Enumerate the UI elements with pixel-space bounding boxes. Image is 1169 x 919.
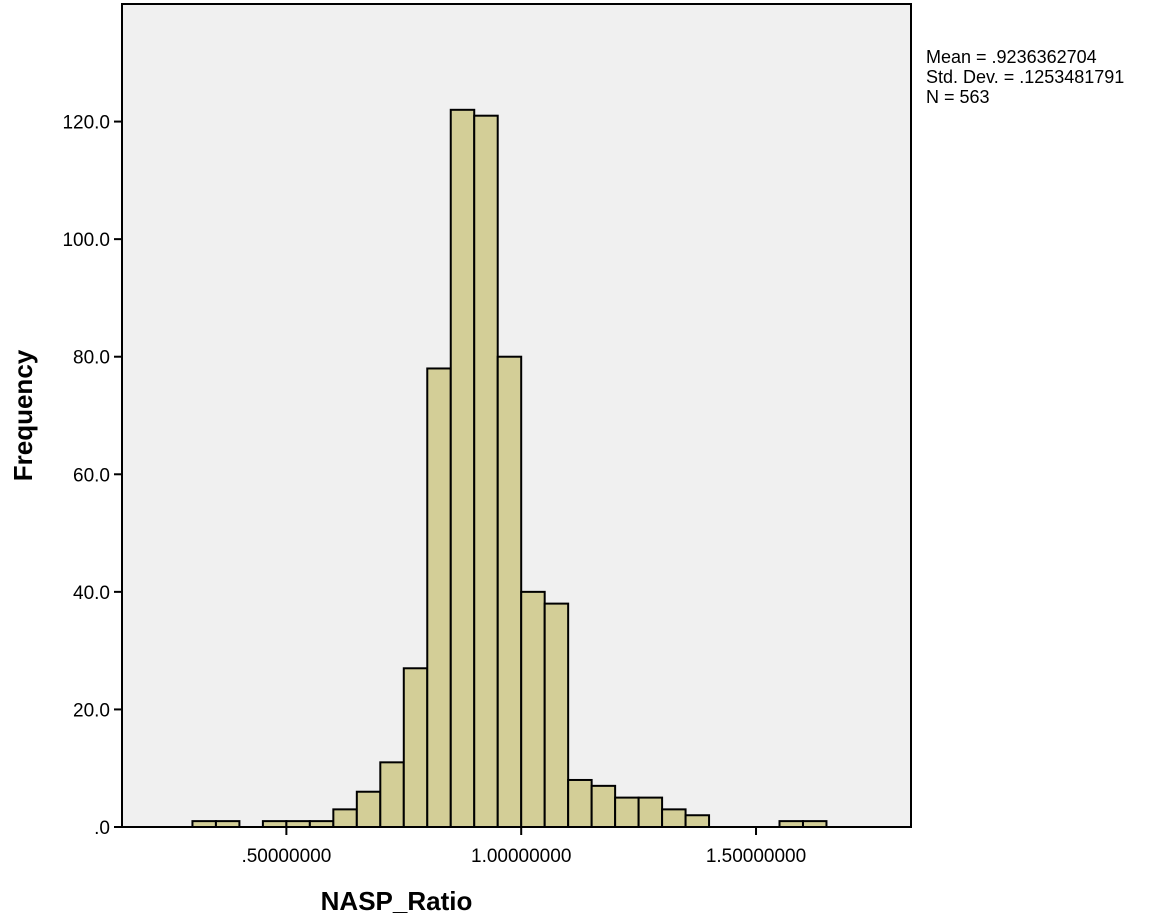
histogram-bar [449, 108, 476, 829]
histogram-bar [614, 796, 640, 828]
histogram-bar [379, 761, 405, 828]
y-tick-label: 60.0 [73, 465, 110, 486]
histogram-bar [426, 367, 452, 828]
y-tick-label: 20.0 [73, 700, 110, 721]
y-axis: .0 20.0 40.0 60.0 80.0 100.0 120.0 [62, 113, 122, 839]
histogram-bar [214, 820, 241, 828]
histogram-bars [191, 108, 828, 829]
histogram-bar [590, 784, 617, 828]
histogram-bar [261, 820, 288, 828]
y-tick-label: 120.0 [62, 113, 110, 134]
histogram-bar [191, 820, 217, 828]
x-tick-label: .50000000 [241, 846, 331, 867]
histogram-bar [684, 814, 711, 829]
histogram-bar [801, 820, 828, 828]
histogram-bar [308, 820, 335, 828]
histogram-bar [543, 602, 570, 828]
histogram-bar [332, 808, 358, 828]
histogram-bar [402, 667, 429, 828]
histogram-bar [473, 114, 499, 828]
histogram-bar [661, 808, 687, 828]
histogram-bar [520, 590, 546, 828]
histogram-bar [496, 355, 523, 828]
histogram-bar [285, 820, 311, 828]
x-axis-title: NASP_Ratio [321, 886, 473, 916]
y-axis-title: Frequency [8, 349, 38, 481]
y-tick-label: 80.0 [73, 348, 110, 369]
y-tick-label: 100.0 [62, 230, 110, 251]
x-axis: .50000000 1.00000000 1.50000000 [241, 827, 806, 867]
x-tick-label: 1.00000000 [471, 846, 571, 867]
histogram-bar [355, 790, 382, 829]
x-tick-label: 1.50000000 [706, 846, 806, 867]
histogram-bar [637, 796, 664, 828]
stat-std-dev: Std. Dev. = .1253481791 [926, 67, 1124, 87]
y-tick-label: .0 [94, 818, 110, 839]
y-tick-label: 40.0 [73, 583, 110, 604]
stat-n: N = 563 [926, 87, 990, 107]
statistics-box: Mean = .9236362704 Std. Dev. = .12534817… [926, 47, 1124, 107]
histogram-bar [778, 820, 804, 828]
histogram-bar [567, 778, 593, 829]
stat-mean: Mean = .9236362704 [926, 47, 1097, 67]
